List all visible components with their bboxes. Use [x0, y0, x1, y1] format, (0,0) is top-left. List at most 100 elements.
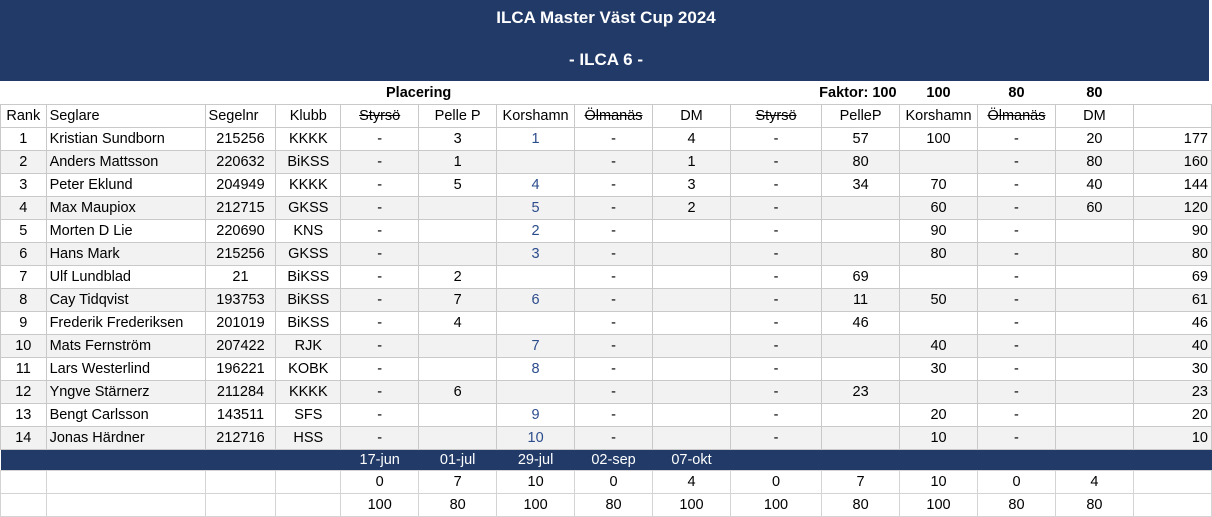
cell-total: 10: [1132, 426, 1212, 450]
cell-p2: [418, 196, 498, 220]
group-header-row: Placering Faktor: 100 100 80 80: [1, 81, 1212, 105]
cell-s3: 70: [899, 173, 978, 197]
cell-s4: -: [977, 403, 1056, 427]
cell-p1: -: [340, 265, 420, 289]
cell-p1: -: [340, 173, 420, 197]
cell-s2: 80: [821, 150, 901, 174]
title-banner: ILCA Master Väst Cup 2024 - ILCA 6 -: [0, 0, 1212, 81]
cell-s2: 34: [821, 173, 901, 197]
table-row: 1 Kristian Sundborn 215256 KKKK -3 1-4-57 100-…: [0, 127, 1212, 151]
cell-s5: 80: [1054, 150, 1134, 174]
cell-club: BiKSS: [275, 288, 342, 312]
page-title: ILCA Master Väst Cup 2024: [496, 8, 716, 27]
cell-s1: -: [729, 150, 823, 174]
cell-nr: 220690: [204, 219, 277, 243]
cell-s5: [1054, 242, 1134, 266]
cell-rank: 13: [0, 403, 47, 427]
cell-p2: [418, 426, 498, 450]
cell-p5: [652, 426, 731, 450]
col-placering-korshamn: Korshamn: [496, 104, 576, 128]
cell-p4: -: [574, 265, 654, 289]
cell-p5: [652, 265, 731, 289]
cell-name: Ulf Lundblad: [45, 265, 206, 289]
footer-cell: 4: [652, 470, 731, 494]
cell-p3: [496, 265, 576, 289]
cell-p5: 3: [652, 173, 731, 197]
cell-p1: -: [340, 426, 420, 450]
cell-name: Kristian Sundborn: [45, 127, 206, 151]
cell-s4: -: [977, 196, 1056, 220]
cell-s5: 40: [1054, 173, 1134, 197]
cell-rank: 11: [0, 357, 47, 381]
cell-s5: [1054, 311, 1134, 335]
table-row: 4 Max Maupiox 212715 GKSS -5-2-60-60 120: [0, 196, 1212, 220]
cell-s2: 11: [821, 288, 901, 312]
faktor-dm: 80: [1086, 84, 1103, 101]
table-row: 5 Morten D Lie 220690 KNS -2- -90-90: [0, 219, 1212, 243]
cell-s3: 80: [899, 242, 978, 266]
col-placering-dm: DM: [652, 104, 731, 128]
cell-p3: [496, 150, 576, 174]
date-bar: 17-jun 01-jul 29-jul 02-sep 07-okt: [0, 449, 1212, 471]
cell-s1: -: [729, 196, 823, 220]
cell-rank: 8: [0, 288, 47, 312]
col-rank: Rank: [0, 104, 47, 128]
cell-p1: -: [340, 380, 420, 404]
cell-nr: 143511: [204, 403, 277, 427]
footer-row: 100 80 100 80 100 100 80 100 80 80: [0, 493, 1212, 517]
cell-p1: -: [340, 288, 420, 312]
table-row: 11 Lars Westerlind 196221 KOBK -8- -30-30: [0, 357, 1212, 381]
cell-nr: 220632: [204, 150, 277, 174]
cell-nr: 21: [204, 265, 277, 289]
cell-s3: 10: [899, 426, 978, 450]
cell-s5: [1054, 357, 1134, 381]
cell-p3: 10: [496, 426, 576, 450]
cell-s1: -: [729, 127, 823, 151]
col-score-olmanas: Ölmanäs: [977, 104, 1056, 128]
banner-edge: [1209, 0, 1212, 81]
cell-p4: -: [574, 357, 654, 381]
footer-cell: 7: [418, 470, 498, 494]
col-klubb: Klubb: [275, 104, 342, 128]
cell-total: 30: [1132, 357, 1212, 381]
cell-s5: [1054, 334, 1134, 358]
cell-s4: -: [977, 426, 1056, 450]
cell-total: 160: [1132, 150, 1212, 174]
cell-club: KKKK: [275, 380, 342, 404]
cell-p4: -: [574, 403, 654, 427]
cell-total: 40: [1132, 334, 1212, 358]
cell-p3: 2: [496, 219, 576, 243]
cell-nr: 204949: [204, 173, 277, 197]
cell-rank: 10: [0, 334, 47, 358]
cell-p1: -: [340, 150, 420, 174]
cell-total: 46: [1132, 311, 1212, 335]
cell-p1: -: [340, 219, 420, 243]
cell-p4: -: [574, 380, 654, 404]
col-segelnr: Segelnr: [204, 104, 277, 128]
cell-nr: 215256: [204, 242, 277, 266]
cell-s4: -: [977, 288, 1056, 312]
cell-s3: [899, 311, 978, 335]
cell-s4: -: [977, 380, 1056, 404]
footer-cell: 100: [496, 493, 576, 517]
cell-s2: [821, 334, 901, 358]
table-row: 14 Jonas Härdner 212716 HSS -10- -10-10: [0, 426, 1212, 450]
footer-cell: 80: [977, 493, 1056, 517]
cell-p3: 3: [496, 242, 576, 266]
faktor-olmanas: 80: [1008, 84, 1025, 101]
cell-s2: 69: [821, 265, 901, 289]
cell-p2: [418, 357, 498, 381]
cell-name: Max Maupiox: [45, 196, 206, 220]
col-score-dm: DM: [1054, 104, 1134, 128]
cell-total: 20: [1132, 403, 1212, 427]
cell-s1: -: [729, 403, 823, 427]
table-row: 3 Peter Eklund 204949 KKKK -5 4-3-34 70-40 144: [0, 173, 1212, 197]
cell-p5: [652, 357, 731, 381]
cell-p4: -: [574, 426, 654, 450]
cell-name: Morten D Lie: [45, 219, 206, 243]
cell-p3: 1: [496, 127, 576, 151]
cell-rank: 3: [0, 173, 47, 197]
cell-p3: [496, 380, 576, 404]
cell-p3: 8: [496, 357, 576, 381]
cell-p5: [652, 311, 731, 335]
